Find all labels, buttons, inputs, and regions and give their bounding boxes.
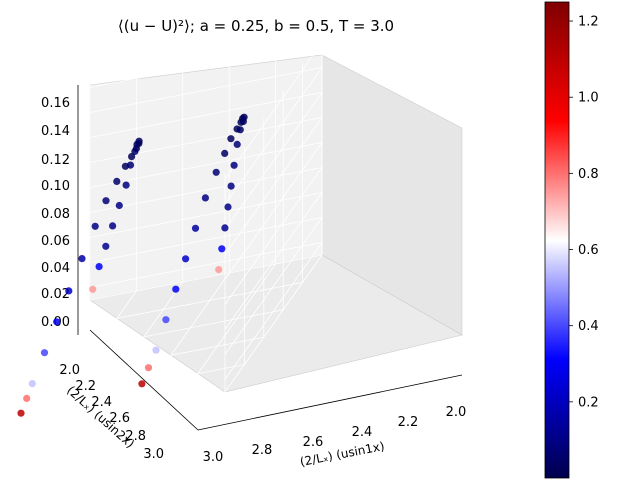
data-point — [227, 135, 235, 143]
x-tick-label: 2.6 — [303, 435, 324, 450]
data-point — [40, 349, 49, 357]
colorbar-tick-label: 0.4 — [578, 319, 599, 334]
data-point — [115, 201, 123, 210]
data-point — [221, 149, 229, 157]
data-point — [53, 318, 61, 326]
x-gridline — [51, 91, 284, 356]
data-point — [162, 316, 170, 324]
data-point — [218, 245, 226, 253]
data-point — [65, 287, 73, 295]
data-point — [182, 255, 190, 263]
tick-labels: 2.02.22.42.62.83.02.02.22.42.62.83.00.00… — [41, 96, 466, 465]
data-point — [138, 380, 146, 388]
data-point — [233, 140, 241, 148]
z-tick-label: 0.12 — [41, 153, 70, 168]
colorbar-tick-label: 1.2 — [578, 15, 599, 30]
data-point — [152, 346, 160, 354]
y-tick-label: 2.6 — [109, 411, 130, 426]
data-point — [230, 161, 238, 169]
axis-lines — [77, 85, 463, 431]
x-tick-label: 2.4 — [352, 425, 373, 440]
axes-panes — [89, 54, 463, 393]
data-point — [227, 182, 235, 190]
y-tick-label: 2.4 — [91, 395, 112, 410]
x-axis-line — [197, 374, 463, 431]
x-tick-label: 2.0 — [446, 405, 467, 420]
data-point — [212, 168, 220, 176]
y-tick-label: 3.0 — [143, 447, 164, 462]
chart-title: ⟨(u − U)²⟩; a = 0.25, b = 0.5, T = 3.0 — [118, 17, 394, 35]
colorbar-ticks: 0.2 0.4 0.6 0.8 1.0 1.2 — [569, 15, 599, 410]
y-tick-label: 2.8 — [125, 429, 146, 444]
x-gridline — [12, 145, 245, 410]
x-tick-label: 2.2 — [398, 415, 419, 430]
data-point — [239, 117, 247, 125]
data-point — [28, 380, 36, 388]
y-axis-line — [89, 329, 199, 431]
data-point — [131, 147, 139, 155]
data-point — [236, 126, 244, 134]
y-gridline — [85, 63, 184, 420]
z-tick-label: 0.04 — [41, 261, 70, 276]
y-gridline — [178, 45, 277, 402]
data-point — [191, 224, 200, 232]
x-gridline — [89, 36, 323, 301]
x-gridline — [0, 173, 226, 437]
x-tick-label: 3.0 — [203, 450, 224, 465]
data-point — [91, 222, 99, 230]
colorbar-gradient — [544, 1, 570, 479]
z-tick-label: 0.10 — [41, 179, 70, 194]
y-gridline — [131, 54, 230, 411]
data-point — [144, 364, 153, 372]
colorbar: 0.2 0.4 0.6 0.8 1.0 1.2 — [544, 1, 599, 479]
data-point — [23, 394, 31, 402]
data-point — [95, 263, 103, 271]
data-point — [109, 222, 117, 230]
data-point — [122, 181, 130, 189]
data-point — [133, 140, 141, 148]
x-gridline — [70, 63, 304, 328]
data-point — [128, 153, 136, 161]
z-tick-label: 0.16 — [41, 96, 70, 111]
data-point — [17, 409, 25, 417]
data-points — [17, 113, 248, 417]
y-tick-label: 2.0 — [59, 363, 80, 378]
data-point — [224, 203, 232, 211]
colorbar-tick-label: 0.8 — [578, 167, 599, 182]
y-tick-label: 2.2 — [75, 379, 96, 394]
y-gridline — [0, 81, 91, 428]
z-tick-label: 0.14 — [41, 124, 70, 139]
colorbar-tick-label: 1.0 — [578, 91, 599, 106]
x-gridline — [31, 118, 265, 383]
data-point — [102, 197, 110, 205]
data-point — [221, 224, 229, 232]
data-point — [215, 266, 223, 274]
z-tick-label: 0.06 — [41, 234, 70, 249]
z-tick-label: 0.02 — [41, 287, 70, 302]
data-point — [102, 242, 110, 250]
colorbar-tick-label: 0.6 — [578, 243, 599, 258]
data-point — [126, 161, 135, 169]
x-tick-label: 2.8 — [252, 443, 273, 458]
data-point — [78, 255, 86, 263]
z-tick-label: 0.08 — [41, 207, 70, 222]
data-point — [172, 285, 180, 293]
gridlines — [0, 36, 323, 437]
data-point — [113, 177, 121, 185]
data-point — [201, 194, 209, 202]
data-point — [89, 285, 97, 293]
colorbar-tick-label: 0.2 — [578, 395, 599, 410]
